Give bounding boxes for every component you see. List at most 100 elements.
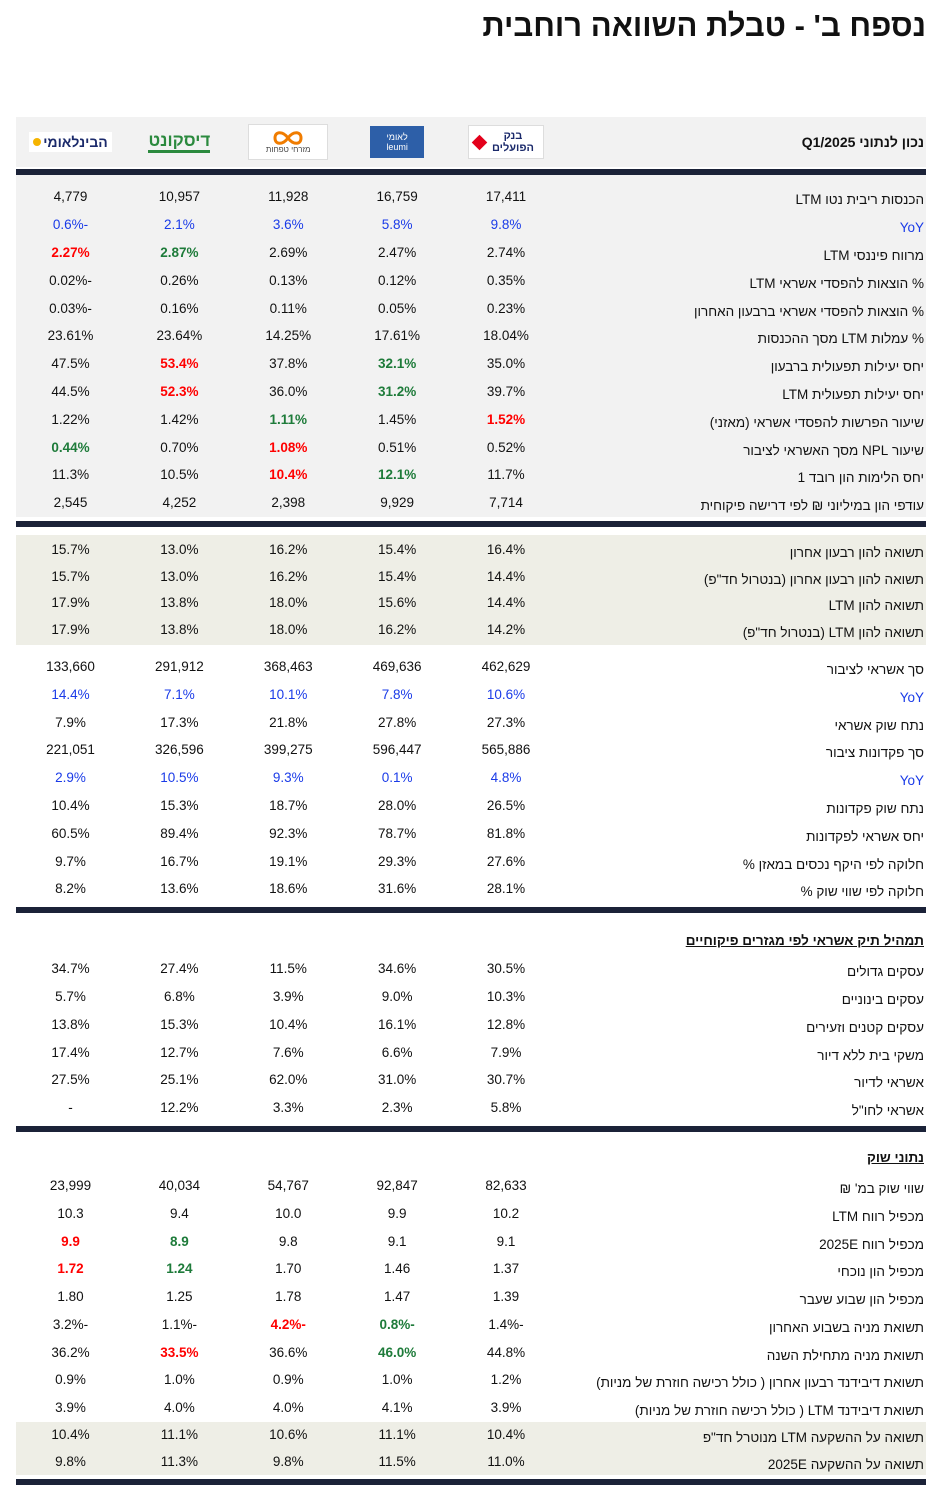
cell-value: 13.8% xyxy=(51,1016,90,1032)
cell-value: 10.3% xyxy=(486,988,526,1004)
cell-value: 53.4% xyxy=(160,356,199,372)
table-row: תשואה להון רבעון אחרון (בנטרול חד"פ) 14.4… xyxy=(16,563,926,590)
cell-value: 16.1% xyxy=(377,1016,417,1032)
cell-value: 15.3% xyxy=(160,797,199,813)
cell-value: 11.0% xyxy=(487,1453,525,1469)
logo-mark xyxy=(273,130,303,145)
table-row: מכפיל הון נוכחי 1.37 1.46 1.70 1.24 1.72 xyxy=(16,1255,926,1283)
cell-value: 31.2% xyxy=(377,383,417,399)
cell-value: 92,847 xyxy=(376,1177,418,1193)
cell-value: 92.3% xyxy=(269,825,308,841)
row-label: שיעור NPL מסך האשראי לציבור xyxy=(743,442,924,458)
cell-value: 14.2% xyxy=(486,621,526,637)
cell-value: 1.78 xyxy=(275,1289,302,1305)
cell-value: 2,398 xyxy=(271,495,306,511)
cell-value: 28.0% xyxy=(377,797,417,813)
table-row: יחס יעילות תפעולית ברבעון 35.0% 32.1% 37.8%… xyxy=(16,350,926,378)
logo-text: בנק הפועלים xyxy=(491,130,534,154)
cell-value: 0.13% xyxy=(269,272,308,288)
cell-value: 26.5% xyxy=(486,797,526,813)
cell-value: -1.1% xyxy=(161,1316,197,1332)
section-heading: נתוני שוק xyxy=(867,1150,924,1166)
cell-value: 31.0% xyxy=(377,1072,417,1088)
table-row: תשואה על ההשקעה 2025E 11.0% 11.5% 9.8% 11.3%… xyxy=(16,1448,926,1475)
row-label: עסקים בינוניים xyxy=(841,991,924,1007)
cell-value: 2.87% xyxy=(160,244,199,260)
cell-value: 1.70 xyxy=(275,1261,302,1277)
table-row: נתח שוק אשראי 27.3% 27.8% 21.8% 17.3% 7.9% xyxy=(16,708,926,736)
table-row: חלוקה לפי היקף נכסים במאזן % 27.6% 29.3% 19… xyxy=(16,847,926,875)
cell-value: 0.11% xyxy=(269,300,307,316)
row-label: תשואה על ההשקעה 2025E xyxy=(767,1456,924,1472)
cell-value: 2.47% xyxy=(377,244,417,260)
cell-value: 18.0% xyxy=(269,595,308,611)
cell-value: 15.4% xyxy=(377,568,417,584)
table-row: מכפיל הון שבוע שעבר 1.39 1.47 1.78 1.25 1.80 xyxy=(16,1283,926,1311)
cell-value: 27.6% xyxy=(486,853,526,869)
row-label: מכפיל רווח LTM xyxy=(832,1208,924,1224)
row-label: סך אשראי לציבור xyxy=(826,661,924,677)
table-row: מרווח פיננסי LTM 2.74% 2.47% 2.69% 2.87% 2.27… xyxy=(16,239,926,267)
cell-value: 596,447 xyxy=(372,742,422,758)
logo-mizrahi: מזרחי טפחות xyxy=(234,124,343,160)
cell-value: 78.7% xyxy=(377,825,417,841)
cell-value: 44.8% xyxy=(486,1344,526,1360)
cell-value: 82,633 xyxy=(485,1177,527,1193)
cell-value: 11.1% xyxy=(378,1427,416,1443)
cell-value: 11.5% xyxy=(378,1453,416,1469)
cell-value: 32.1% xyxy=(377,356,417,372)
cell-value: 15.3% xyxy=(160,1016,199,1032)
cell-value: 3.9% xyxy=(490,1400,522,1416)
section: הכנסות ריבית נטו LTM 17,411 16,759 11,928 10… xyxy=(16,175,926,517)
cell-value: 5.8% xyxy=(381,217,413,233)
table-row: % הוצאות להפסדי אשראי LTM 0.35% 0.12% 0.13%… xyxy=(16,266,926,294)
row-label: חלוקה לפי שווי שוק % xyxy=(800,884,924,900)
cell-value: 9.8% xyxy=(55,1453,86,1469)
row-label: עסקים קטנים וזעירים xyxy=(806,1019,924,1035)
cell-value: 33.5% xyxy=(160,1344,199,1360)
cell-value: 11.1% xyxy=(160,1427,198,1443)
table-row: סך אשראי לציבור 462,629 469,636 368,463 291,… xyxy=(16,653,926,681)
table-row: שווי שוק במ' ₪ 82,633 92,847 54,767 40,034 23… xyxy=(16,1172,926,1200)
row-label: מכפיל הון נוכחי xyxy=(837,1264,924,1280)
cell-value: 2.1% xyxy=(163,217,195,233)
row-label: נתח שוק פקדונות xyxy=(826,800,924,816)
cell-value: 9.1 xyxy=(387,1233,407,1249)
table-row: YoY 4.8% 0.1% 9.3% 10.5% 2.9% xyxy=(16,764,926,792)
section: סך אשראי לציבור 462,629 469,636 368,463 291,… xyxy=(16,644,926,903)
row-label: יחס הלימות הון רובד 1 xyxy=(797,470,924,486)
row-label: שווי שוק במ' ₪ xyxy=(839,1180,924,1196)
cell-value: 13.6% xyxy=(160,881,199,897)
cell-value: 0.1% xyxy=(381,770,413,786)
table-body: הכנסות ריבית נטו LTM 17,411 16,759 11,928 10… xyxy=(16,175,926,1485)
logo-hapoalim: בנק הפועלים xyxy=(452,125,561,159)
logo-text: leumi xyxy=(386,142,408,152)
cell-value: 9,929 xyxy=(380,495,414,511)
logo-leumi: לאומי leumi xyxy=(343,126,452,158)
cell-value: 40,034 xyxy=(158,1177,200,1193)
row-label: אשראי לחו"ל xyxy=(851,1103,924,1119)
row-label: מכפיל הון שבוע שעבר xyxy=(799,1292,924,1308)
cell-value: 18.0% xyxy=(269,621,308,637)
section-rule xyxy=(16,169,926,175)
section: תשואה להון רבעון אחרון 16.4% 15.4% 16.2% 13.… xyxy=(16,534,926,645)
cell-value: 36.2% xyxy=(51,1344,90,1360)
cell-value: 15.7% xyxy=(51,542,90,558)
row-label: % עמלות LTM מסך ההכנסות xyxy=(757,331,924,347)
cell-value: 23.64% xyxy=(156,328,203,344)
cell-value: 5.8% xyxy=(490,1100,522,1116)
cell-value: 399,275 xyxy=(263,742,313,758)
cell-value: 6.6% xyxy=(381,1044,413,1060)
cell-value: 0.12% xyxy=(377,272,417,288)
cell-value: 37.8% xyxy=(269,356,308,372)
cell-value: 46.0% xyxy=(377,1344,417,1360)
page-title: נספח ב' - טבלת השוואה רוחבית xyxy=(482,8,926,43)
cell-value: 62.0% xyxy=(269,1072,308,1088)
cell-value: 14.4% xyxy=(486,568,526,584)
cell-value: 2.69% xyxy=(269,244,308,260)
section-heading: תמהיל תיק אשראי לפי מגזרים פיקוחיים xyxy=(685,933,924,949)
logo-text: הבינלאומי xyxy=(43,134,108,150)
cell-value: 5.7% xyxy=(55,988,86,1004)
cell-value: 19.1% xyxy=(269,853,308,869)
